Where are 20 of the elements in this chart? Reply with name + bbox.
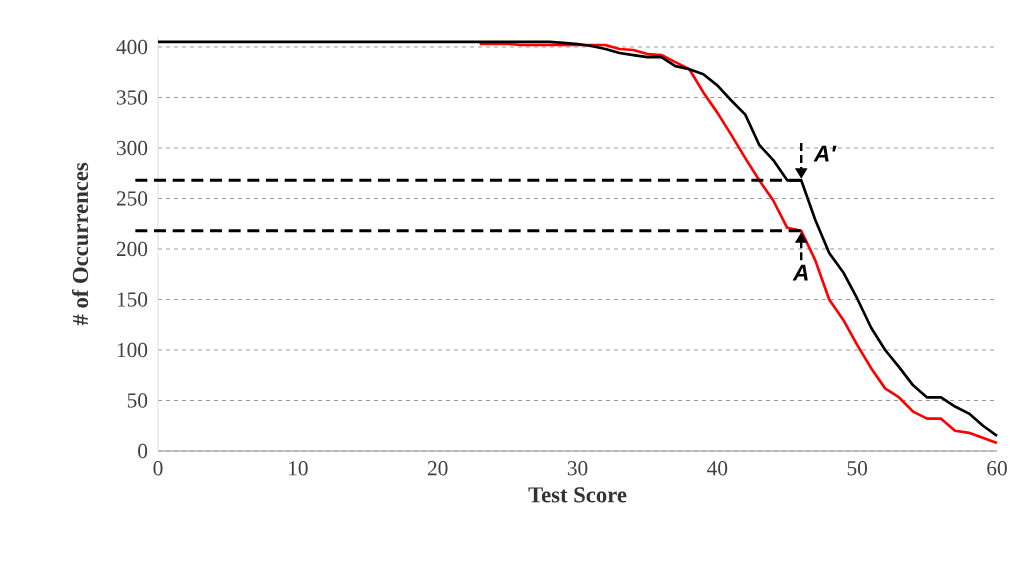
y-tick-label: 0 bbox=[138, 443, 148, 459]
y-tick-label: 50 bbox=[127, 393, 148, 408]
y-tick-label: 200 bbox=[116, 241, 148, 257]
x-tick-label: 0 bbox=[153, 461, 163, 476]
y-tick-label: 100 bbox=[117, 342, 148, 358]
annotation: A bbox=[792, 264, 808, 281]
y-tick-label: 150 bbox=[117, 292, 148, 307]
y-tick-label: 350 bbox=[116, 90, 148, 105]
x-tick-label: 30 bbox=[567, 461, 588, 476]
x-tick-label: 60 bbox=[987, 461, 1007, 476]
x-tick-label: 20 bbox=[427, 461, 448, 476]
y-tick-label: 300 bbox=[116, 140, 148, 156]
x-tick-label: 50 bbox=[847, 461, 868, 476]
y-tick-label: 250 bbox=[116, 191, 148, 206]
x-tick-label: 10 bbox=[289, 461, 308, 476]
annotation: A′ bbox=[813, 145, 837, 162]
x-tick-label: 40 bbox=[707, 461, 728, 476]
y-axis-title: # of Occurrences bbox=[71, 162, 89, 326]
x-axis-title: Test Score bbox=[528, 487, 627, 503]
y-tick-label: 400 bbox=[116, 39, 148, 55]
